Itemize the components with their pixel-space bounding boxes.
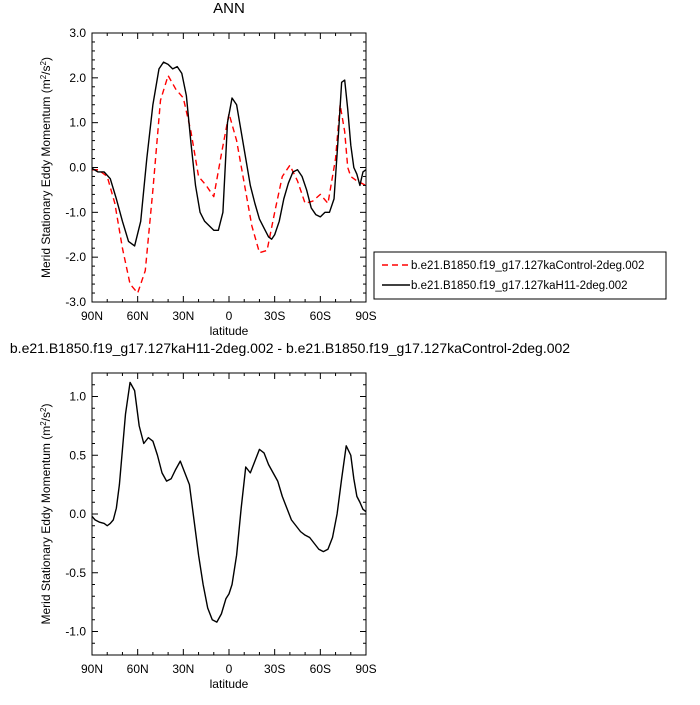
x-tick-label: 90S [355, 309, 376, 323]
y-axis-label-part: Merid Stationary Eddy Momentum (m [39, 79, 53, 278]
y-axis-label: Merid Stationary Eddy Momentum (m2/s2) [39, 57, 53, 278]
y-tick-label: -1.0 [65, 205, 86, 219]
y-tick-label: -2.0 [65, 250, 86, 264]
y-axis-label-part: 2 [39, 407, 48, 412]
x-tick-label: 0 [226, 309, 233, 323]
legend-label-1: b.e21.B1850.f19_g17.127kaControl-2deg.00… [411, 260, 644, 272]
series-line-2 [91, 61, 367, 247]
x-tick-label: 90N [81, 309, 103, 323]
x-tick-label: 60N [127, 662, 149, 676]
y-tick-label: 0.0 [69, 161, 86, 175]
y-tick-label: -3.0 [65, 295, 86, 309]
chart-title: ANN [213, 0, 245, 17]
x-tick-label: 90S [355, 662, 376, 676]
chart-panel-1: ANN 90N 60N 30N 0 30S 60S 90S -3.0 -2.0 -1.0 0.0 1.0… [39, 0, 667, 338]
y-axis-label-part: /s [39, 65, 53, 74]
x-tick-label: 30N [172, 309, 194, 323]
x-tick-label: 60S [310, 309, 331, 323]
series-line-1 [91, 381, 367, 623]
plot-frame [91, 372, 367, 656]
plot-frame [91, 32, 367, 303]
y-axis-label: Merid Stationary Eddy Momentum (m2/s2) [39, 404, 53, 625]
y-tick-label: 1.0 [69, 390, 86, 404]
x-tick-label: 60N [127, 309, 149, 323]
legend: b.e21.B1850.f19_g17.127kaControl-2deg.00… [373, 251, 667, 300]
x-tick-label: 90N [81, 662, 103, 676]
y-tick-label: 2.0 [69, 71, 86, 85]
y-tick-label: -0.5 [65, 566, 86, 580]
y-axis-label-part: ) [39, 404, 53, 408]
legend-box [373, 251, 667, 300]
x-tick-label: 30S [264, 662, 285, 676]
x-tick-label: 30S [264, 309, 285, 323]
y-axis-label-part: ) [39, 57, 53, 61]
y-axis-label-part: 2 [39, 74, 48, 79]
x-tick-label: 60S [310, 662, 331, 676]
y-tick-label: 1.0 [69, 116, 86, 130]
chart-panel-2: b.e21.B1850.f19_g17.127kaH11-2deg.002 - … [10, 340, 570, 691]
chart-title: b.e21.B1850.f19_g17.127kaH11-2deg.002 - … [10, 340, 570, 356]
y-axis-label-part: Merid Stationary Eddy Momentum (m [39, 426, 53, 625]
series-line-1 [92, 74, 367, 294]
y-tick-label: 0.0 [69, 507, 86, 521]
legend-label-2: b.e21.B1850.f19_g17.127kaH11-2deg.002 [411, 280, 628, 292]
y-axis-label-part: 2 [39, 421, 48, 426]
y-tick-label: -1.0 [65, 625, 86, 639]
y-axis-label-part: /s [39, 412, 53, 421]
y-axis-label-part: 2 [39, 60, 48, 65]
x-tick-label: 0 [226, 662, 233, 676]
x-tick-label: 30N [172, 662, 194, 676]
x-axis-label: latitude [210, 677, 249, 691]
x-axis-label: latitude [210, 324, 249, 338]
y-tick-label: 3.0 [69, 26, 86, 40]
y-tick-label: 0.5 [69, 448, 86, 462]
